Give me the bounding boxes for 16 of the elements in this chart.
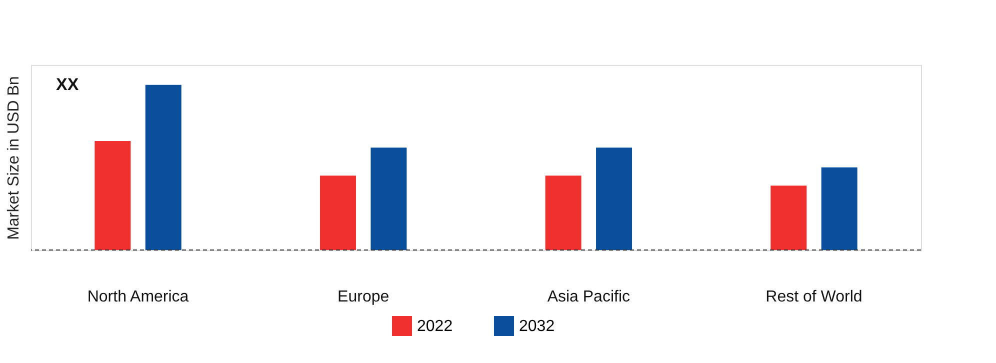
bar (145, 84, 182, 250)
bar (770, 186, 807, 250)
bar (370, 148, 407, 250)
annotation: XX (56, 75, 80, 94)
bar (545, 176, 582, 250)
legend-label: 2022 (417, 318, 453, 335)
y-axis-title: Market Size in USD Bn (6, 76, 22, 240)
x-tick-label: Rest of World (766, 288, 862, 306)
bar (596, 148, 632, 250)
bar (821, 167, 858, 250)
bar (320, 176, 356, 250)
x-tick-label: Europe (338, 288, 390, 306)
x-tick-label: North America (87, 288, 189, 306)
legend-label: 2032 (519, 318, 555, 335)
x-tick-label: Asia Pacific (547, 288, 630, 306)
bar (94, 140, 131, 250)
